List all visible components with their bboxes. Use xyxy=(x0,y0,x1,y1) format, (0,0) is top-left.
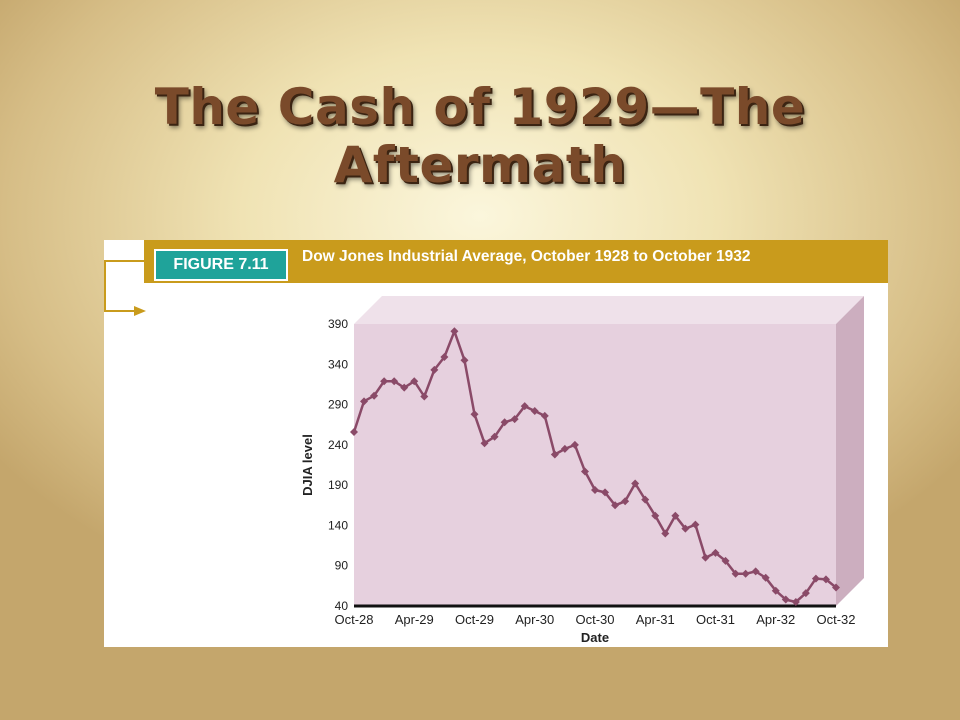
data-point xyxy=(570,440,579,449)
figure-bracket-bottom xyxy=(104,310,136,312)
data-point xyxy=(711,548,720,557)
y-tick-label: 290 xyxy=(328,398,348,412)
data-point xyxy=(691,520,700,529)
data-point xyxy=(832,583,840,592)
data-point xyxy=(400,383,409,392)
y-tick-label: 40 xyxy=(335,599,349,613)
x-tick-label: Apr-30 xyxy=(515,612,554,627)
x-tick-label: Oct-32 xyxy=(816,612,855,627)
x-tick-label: Apr-32 xyxy=(756,612,795,627)
data-point xyxy=(771,586,780,595)
data-point xyxy=(520,402,529,411)
plot-side-face xyxy=(836,296,864,606)
data-point xyxy=(370,391,379,400)
figure-bracket-top xyxy=(104,260,144,262)
data-point xyxy=(350,427,358,436)
data-point xyxy=(500,418,509,427)
data-point xyxy=(731,569,740,578)
data-point xyxy=(611,501,620,510)
data-point xyxy=(550,450,559,459)
data-point xyxy=(440,353,449,362)
data-point xyxy=(721,556,730,565)
data-point xyxy=(661,529,670,538)
data-point xyxy=(801,589,810,598)
data-point xyxy=(641,495,650,504)
data-point xyxy=(480,439,489,448)
data-point xyxy=(450,327,459,336)
figure-caption: Dow Jones Industrial Average, October 19… xyxy=(302,248,751,265)
x-tick-label: Oct-31 xyxy=(696,612,735,627)
y-axis-label: DJIA level xyxy=(300,434,315,496)
data-point xyxy=(560,444,569,453)
y-tick-label: 140 xyxy=(328,518,348,532)
data-point xyxy=(430,365,439,374)
figure-tag: FIGURE 7.11 xyxy=(154,249,288,281)
data-point xyxy=(490,432,499,441)
plot-top-face xyxy=(354,296,864,324)
x-tick-label: Apr-31 xyxy=(636,612,675,627)
data-point xyxy=(410,377,419,386)
data-point xyxy=(460,356,469,365)
data-point xyxy=(591,485,599,494)
arrow-head-icon xyxy=(134,306,146,316)
data-point xyxy=(701,553,710,562)
x-tick-label: Oct-29 xyxy=(455,612,494,627)
x-tick-label: Apr-29 xyxy=(395,612,434,627)
data-point xyxy=(540,411,549,420)
y-tick-label: 190 xyxy=(328,478,348,492)
figure-bracket-vertical xyxy=(104,260,106,312)
data-point xyxy=(651,511,660,520)
slide-title: The Cash of 1929—The Aftermath xyxy=(154,78,806,194)
data-point xyxy=(671,511,680,520)
y-tick-label: 340 xyxy=(328,357,348,371)
data-point xyxy=(681,524,690,533)
data-point xyxy=(751,567,760,576)
y-tick-label: 240 xyxy=(328,438,348,452)
data-point xyxy=(420,392,429,401)
data-point xyxy=(580,467,589,476)
data-point xyxy=(601,488,610,497)
y-tick-label: 390 xyxy=(328,317,348,331)
data-point xyxy=(811,574,820,583)
data-point xyxy=(530,407,539,416)
data-point xyxy=(360,397,369,406)
data-point xyxy=(390,377,399,386)
djia-chart: 40 90 140 190 240 290 340 390 Oct-28 Apr-29 Oct-29… xyxy=(300,296,864,645)
x-tick-label: Oct-30 xyxy=(575,612,614,627)
data-point xyxy=(380,377,389,386)
data-point xyxy=(621,497,630,506)
data-point xyxy=(631,479,640,488)
x-tick-label: Oct-28 xyxy=(334,612,373,627)
y-tick-label: 90 xyxy=(335,559,349,573)
x-axis-label: Date xyxy=(581,630,609,645)
data-point xyxy=(470,410,479,419)
data-point xyxy=(781,595,790,604)
figure-panel: FIGURE 7.11 Dow Jones Industrial Average… xyxy=(104,240,888,647)
data-point xyxy=(791,597,800,606)
data-point xyxy=(821,575,830,584)
data-point xyxy=(741,569,750,578)
data-point xyxy=(761,573,770,582)
plot-area xyxy=(354,324,836,606)
